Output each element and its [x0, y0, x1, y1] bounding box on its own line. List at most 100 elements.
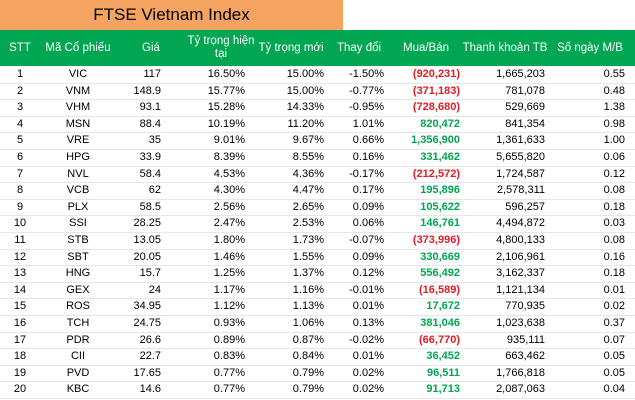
row-new-weight: 1.13% — [292, 300, 324, 313]
row-stt: 11 — [14, 234, 26, 246]
row-new-weight: 4.36% — [292, 167, 324, 180]
table-row: 5 VRE 35 9.01% 9.67% 0.66% 1,356,900 1,361,633 1… — [0, 132, 635, 150]
row-stt: 13 — [13, 267, 27, 280]
table-row: 8 VCB 62 4.30% 4.47% 0.17% 195,896 2,578,311 0.0… — [0, 182, 635, 200]
row-buy-sell: 105,622 — [420, 200, 460, 213]
row-days: 0.05 — [603, 350, 625, 363]
row-buy-sell: (212,572) — [412, 167, 460, 180]
row-price: 148.9 — [133, 84, 161, 97]
row-code: ROS — [66, 300, 90, 313]
row-stt: 2 — [16, 84, 24, 97]
row-price: 28.25 — [133, 217, 161, 230]
row-liquidity: 596,257 — [505, 200, 545, 213]
table-row: 20 KBC 14.6 0.77% 0.79% 0.02% 91,713 2,087,063 0… — [0, 381, 635, 399]
row-change: 1.01% — [352, 117, 384, 130]
row-stt: 7 — [16, 167, 24, 180]
table-row: 12 SBT 20.05 1.46% 1.55% 0.09% 330,669 2,106,96… — [0, 249, 635, 267]
row-code: NVL — [67, 167, 89, 180]
table-row: 6 HPG 33.9 8.39% 8.55% 0.16% 331,462 5,655,820 0… — [0, 149, 635, 167]
row-days: 0.16 — [603, 250, 625, 263]
row-change: 0.09% — [352, 250, 384, 263]
row-stt: 4 — [16, 117, 24, 130]
row-liquidity: 935,111 — [506, 333, 545, 346]
row-new-weight: 0.84% — [292, 350, 324, 363]
row-stt: 8 — [16, 184, 24, 197]
row-change: -0.02% — [349, 333, 384, 346]
row-stt: 5 — [16, 134, 24, 147]
row-current-weight: 10.19% — [207, 117, 245, 130]
row-change: -0.95% — [349, 101, 384, 114]
row-buy-sell: 96,511 — [426, 366, 460, 379]
table-title: FTSE Vietnam Index — [0, 0, 343, 30]
row-buy-sell: (66,770) — [419, 333, 460, 346]
row-liquidity: 3,162,337 — [496, 267, 545, 280]
table-row: 15 ROS 34.95 1.12% 1.13% 0.01% 17,672 770,935 0.… — [0, 298, 635, 316]
row-current-weight: 1.80% — [213, 234, 245, 246]
row-stt: 3 — [16, 101, 24, 114]
row-code: VCB — [66, 184, 90, 197]
row-new-weight: 1.16% — [292, 283, 324, 296]
row-days: 1.38 — [603, 101, 625, 114]
row-days: 0.07 — [603, 333, 625, 346]
row-price: 22.7 — [139, 350, 161, 363]
row-price: 17.65 — [133, 366, 161, 379]
row-buy-sell: 820,472 — [420, 117, 460, 130]
row-buy-sell: (920,231) — [412, 68, 460, 80]
row-new-weight: 15.00% — [286, 68, 324, 80]
row-code: MSN — [65, 117, 91, 130]
row-liquidity: 1,121,134 — [496, 283, 545, 296]
row-price: 62 — [148, 184, 161, 197]
row-current-weight: 16.50% — [207, 68, 245, 80]
row-change: -0.77% — [349, 84, 384, 97]
row-buy-sell: 146,761 — [420, 217, 460, 230]
row-liquidity: 2,106,961 — [496, 250, 545, 263]
row-new-weight: 11.20% — [287, 117, 325, 130]
row-new-weight: 15.00% — [286, 84, 324, 97]
row-new-weight: 8.55% — [292, 151, 324, 163]
header-price: Giá — [142, 41, 160, 54]
row-change: -0.07% — [349, 234, 384, 246]
table-row: 9 PLX 58.5 2.56% 2.65% 0.09% 105,622 596,257 0.1… — [0, 199, 635, 217]
row-current-weight: 4.30% — [213, 184, 245, 197]
row-buy-sell: 17,672 — [426, 300, 460, 313]
row-days: 0.12 — [603, 167, 625, 180]
row-buy-sell: 1,356,900 — [411, 134, 460, 147]
row-code: PDR — [66, 333, 90, 346]
row-code: KBC — [66, 383, 90, 396]
row-current-weight: 1.17% — [213, 283, 245, 296]
row-price: 93.1 — [139, 101, 161, 114]
row-change: 0.12% — [352, 267, 384, 280]
row-current-weight: 1.12% — [213, 300, 245, 313]
row-new-weight: 0.79% — [292, 383, 324, 396]
row-current-weight: 0.77% — [213, 366, 245, 379]
row-stt: 9 — [16, 200, 24, 213]
row-buy-sell: (728,680) — [412, 101, 460, 114]
row-new-weight: 0.79% — [292, 366, 324, 379]
table-row: 3 VHM 93.1 15.28% 14.33% -0.95% (728,680) 529,6… — [0, 99, 635, 117]
row-new-weight: 2.65% — [292, 200, 324, 213]
row-code: PVD — [66, 366, 90, 379]
row-change: -0.01% — [349, 283, 384, 296]
row-days: 0.18 — [603, 267, 625, 280]
row-change: 0.17% — [352, 184, 384, 197]
row-buy-sell: (371,183) — [412, 84, 460, 97]
row-new-weight: 14.33% — [286, 101, 324, 114]
row-code: PLX — [67, 200, 89, 213]
row-change: 0.09% — [352, 200, 384, 213]
header-stt: STT — [9, 41, 31, 54]
row-days: 0.08 — [603, 184, 625, 197]
row-stt: 15 — [13, 300, 27, 313]
row-code: HPG — [66, 151, 90, 163]
row-days: 0.04 — [603, 383, 625, 396]
row-stt: 17 — [13, 333, 27, 346]
row-code: STB — [67, 234, 89, 246]
row-days: 0.37 — [603, 317, 625, 329]
row-liquidity: 1,361,633 — [496, 134, 545, 147]
row-buy-sell: 195,896 — [420, 184, 460, 197]
row-new-weight: 4.47% — [292, 184, 324, 197]
row-price: 15.7 — [139, 267, 161, 280]
row-liquidity: 4,494,872 — [496, 217, 545, 230]
header-days: Số ngày M/B — [557, 41, 623, 54]
row-price: 13.05 — [133, 234, 161, 246]
row-change: 0.01% — [352, 300, 384, 313]
